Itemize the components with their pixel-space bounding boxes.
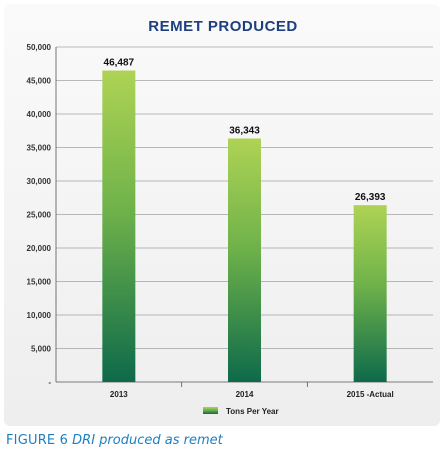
bar-chart: REMET PRODUCED 50,000 45,000 40,000 35,000 3… (27, 18, 433, 416)
data-label: 26,393 (355, 192, 386, 203)
y-tick-label: 25,000 (27, 211, 52, 220)
data-label: 46,487 (104, 58, 135, 69)
legend-swatch (203, 407, 218, 414)
chart-title: REMET PRODUCED (148, 18, 298, 35)
y-tick-label: 15,000 (27, 278, 52, 287)
figure-text: DRI produced as remet (72, 433, 223, 448)
x-tick-label: 2015 -Actual (347, 390, 394, 399)
bar (102, 70, 136, 382)
figure-label: FIGURE 6 (6, 433, 69, 448)
y-tick-label: 50,000 (27, 43, 52, 52)
y-tick-label: 35,000 (27, 144, 52, 153)
y-tick-label: 45,000 (27, 77, 52, 86)
legend-label: Tons Per Year (226, 407, 279, 416)
y-tick-label: 10,000 (27, 311, 52, 320)
x-tick-label: 2014 (236, 390, 254, 399)
y-tick-label: 30,000 (27, 177, 52, 186)
figure-caption: FIGURE 6 DRI produced as remet (6, 433, 223, 448)
y-tick-label: - (48, 378, 51, 387)
bar (353, 205, 387, 382)
data-label: 36,343 (229, 126, 260, 137)
y-tick-label: 20,000 (27, 244, 52, 253)
y-tick-label: 5,000 (31, 345, 52, 354)
bar (228, 138, 261, 382)
y-tick-label: 40,000 (27, 110, 52, 119)
x-tick-label: 2013 (110, 390, 128, 399)
